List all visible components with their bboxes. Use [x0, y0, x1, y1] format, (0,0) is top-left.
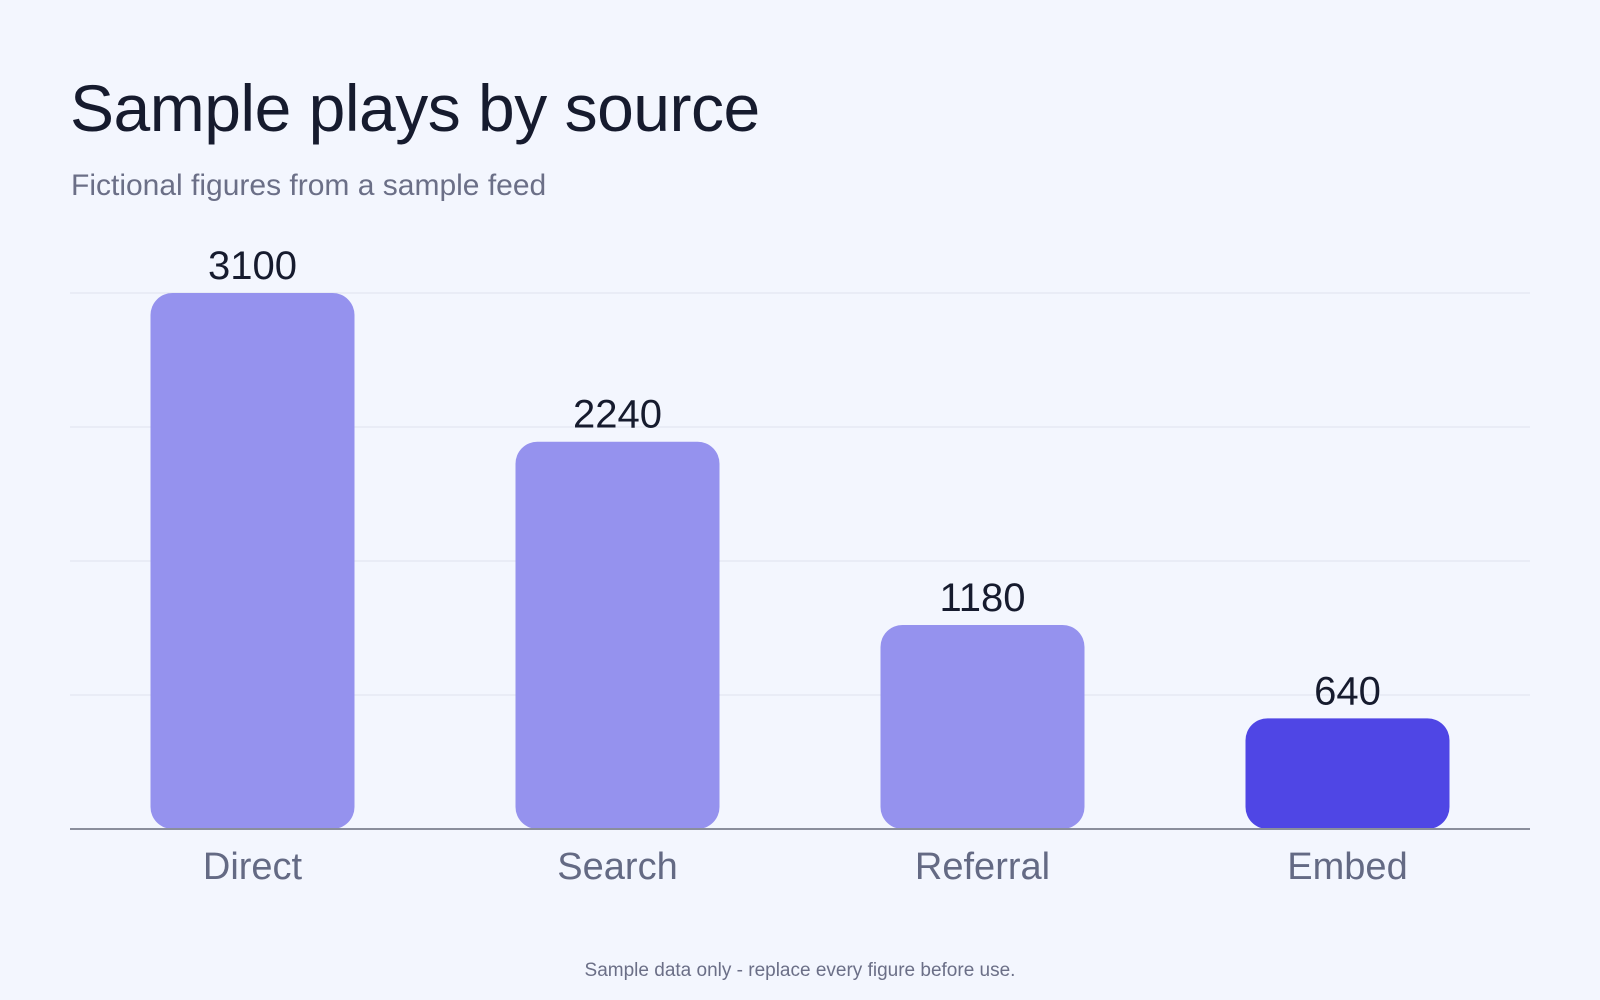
- chart-title: Sample plays by source: [70, 71, 760, 145]
- data-label: 640: [1314, 669, 1381, 713]
- bar-embed: [1245, 718, 1450, 829]
- x-tick-label: Search: [557, 846, 677, 888]
- data-label: 1180: [939, 576, 1025, 620]
- bar-chart: 3100 Direct 2240 Search 1180 Referral 640 Embed: [70, 244, 1530, 888]
- data-label: 2240: [573, 393, 662, 437]
- bar-search: [515, 441, 720, 829]
- data-label: 3100: [208, 244, 297, 288]
- x-tick-label: Embed: [1287, 846, 1407, 888]
- x-tick-label: Referral: [915, 846, 1050, 888]
- chart-subtitle: Fictional figures from a sample feed: [71, 169, 547, 202]
- footnote: Sample data only - replace every figure …: [584, 960, 1016, 981]
- bar-referral: [880, 624, 1085, 829]
- bar-direct: [150, 293, 355, 829]
- x-tick-label: Direct: [203, 846, 303, 888]
